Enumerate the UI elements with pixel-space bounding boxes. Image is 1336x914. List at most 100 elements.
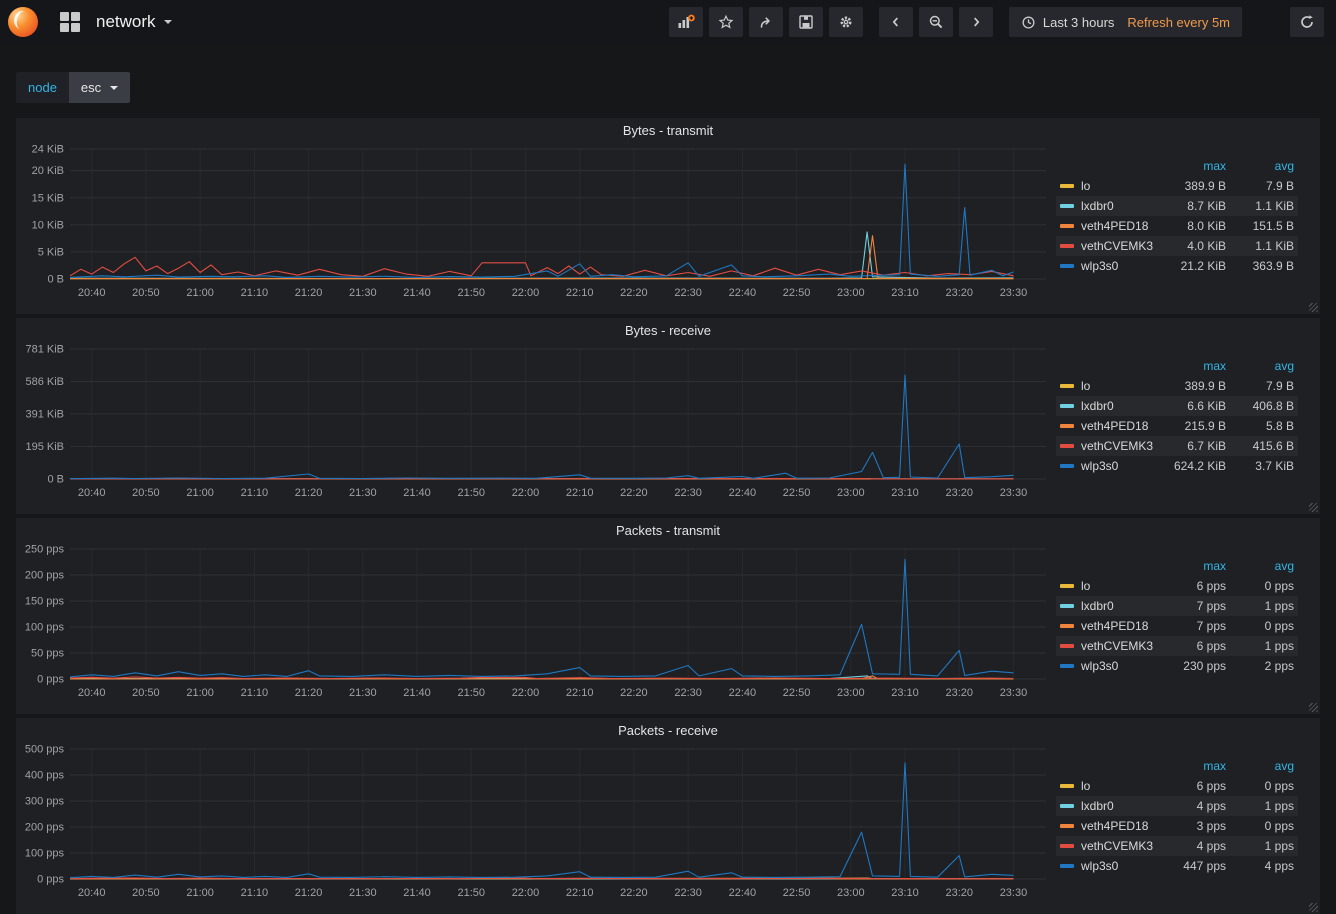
legend-row-lxdbr0[interactable]: lxdbr0 8.7 KiB 1.1 KiB	[1056, 196, 1298, 216]
legend-row-vethCVEMK3[interactable]: vethCVEMK3 4 pps 1 pps	[1056, 836, 1298, 856]
zoom-out-button[interactable]	[918, 7, 953, 37]
legend-sort-max[interactable]: max	[1203, 759, 1226, 773]
series-max-value: 389.9 B	[1184, 379, 1226, 393]
legend-row-lo[interactable]: lo 389.9 B 7.9 B	[1056, 376, 1298, 396]
series-name: wlp3s0	[1081, 459, 1119, 473]
svg-text:21:10: 21:10	[241, 287, 269, 299]
series-color-icon	[1060, 204, 1074, 208]
svg-text:21:30: 21:30	[349, 887, 377, 899]
legend-sort-max[interactable]: max	[1203, 559, 1226, 573]
variable-value-dropdown[interactable]: esc	[68, 72, 131, 103]
legend-row-veth4PED18[interactable]: veth4PED18 215.9 B 5.8 B	[1056, 416, 1298, 436]
series-name: wlp3s0	[1081, 259, 1119, 273]
save-button[interactable]	[788, 7, 823, 37]
time-shift-back-button[interactable]	[878, 7, 913, 37]
svg-text:21:50: 21:50	[457, 287, 485, 299]
series-avg-value: 1 pps	[1264, 599, 1294, 613]
legend-row-wlp3s0[interactable]: wlp3s0 230 pps 2 pps	[1056, 656, 1298, 676]
legend-sort-avg[interactable]: avg	[1274, 359, 1294, 373]
legend-sort-max[interactable]: max	[1203, 359, 1226, 373]
legend-row-veth4PED18[interactable]: veth4PED18 7 pps 0 pps	[1056, 616, 1298, 636]
legend-row-vethCVEMK3[interactable]: vethCVEMK3 6.7 KiB 415.6 B	[1056, 436, 1298, 456]
svg-text:0 B: 0 B	[47, 474, 64, 486]
svg-text:20 KiB: 20 KiB	[32, 165, 64, 177]
series-color-icon	[1060, 224, 1074, 228]
svg-text:21:50: 21:50	[457, 487, 485, 499]
series-name: veth4PED18	[1081, 219, 1149, 233]
svg-text:50 pps: 50 pps	[31, 648, 65, 660]
panel-resize-handle[interactable]	[1309, 703, 1318, 712]
legend-row-wlp3s0[interactable]: wlp3s0 447 pps 4 pps	[1056, 856, 1298, 876]
svg-text:21:30: 21:30	[349, 487, 377, 499]
svg-text:195 KiB: 195 KiB	[25, 441, 64, 453]
series-name: lxdbr0	[1081, 199, 1114, 213]
legend-row-wlp3s0[interactable]: wlp3s0 21.2 KiB 363.9 B	[1056, 256, 1298, 276]
series-avg-value: 0 pps	[1264, 819, 1294, 833]
series-max-value: 230 pps	[1183, 659, 1226, 673]
refresh-button[interactable]	[1290, 7, 1324, 37]
svg-text:21:10: 21:10	[241, 887, 269, 899]
panel-title[interactable]: Bytes - receive	[625, 323, 711, 338]
series-name: veth4PED18	[1081, 619, 1149, 633]
add-panel-button[interactable]	[668, 7, 703, 37]
legend-row-lo[interactable]: lo 6 pps 0 pps	[1056, 776, 1298, 796]
svg-text:24 KiB: 24 KiB	[32, 144, 64, 156]
legend-row-vethCVEMK3[interactable]: vethCVEMK3 4.0 KiB 1.1 KiB	[1056, 236, 1298, 256]
timeseries-chart[interactable]: 20:40 20:50 21:00 21:10 21:20 21:30 21:40 21:50…	[20, 544, 1050, 708]
series-avg-value: 0 pps	[1264, 579, 1294, 593]
legend-row-wlp3s0[interactable]: wlp3s0 624.2 KiB 3.7 KiB	[1056, 456, 1298, 476]
svg-text:300 pps: 300 pps	[25, 796, 65, 808]
svg-text:23:10: 23:10	[891, 487, 919, 499]
series-max-value: 6.6 KiB	[1187, 399, 1226, 413]
legend-row-lo[interactable]: lo 6 pps 0 pps	[1056, 576, 1298, 596]
legend-row-lo[interactable]: lo 389.9 B 7.9 B	[1056, 176, 1298, 196]
panel-resize-handle[interactable]	[1309, 303, 1318, 312]
legend-sort-max[interactable]: max	[1203, 159, 1226, 173]
legend-row-lxdbr0[interactable]: lxdbr0 7 pps 1 pps	[1056, 596, 1298, 616]
refresh-interval-link[interactable]: Refresh every 5m	[1127, 14, 1230, 30]
panel-title[interactable]: Packets - transmit	[615, 523, 721, 538]
grafana-logo-icon[interactable]	[8, 7, 38, 37]
svg-text:10 KiB: 10 KiB	[32, 219, 64, 231]
legend-sort-avg[interactable]: avg	[1274, 559, 1294, 573]
series-avg-value: 1.1 KiB	[1255, 199, 1294, 213]
legend-row-veth4PED18[interactable]: veth4PED18 3 pps 0 pps	[1056, 816, 1298, 836]
apps-grid-icon[interactable]	[60, 12, 80, 32]
legend-row-lxdbr0[interactable]: lxdbr0 4 pps 1 pps	[1056, 796, 1298, 816]
settings-button[interactable]	[828, 7, 863, 37]
legend-header: max avg	[1056, 556, 1298, 576]
time-picker-button[interactable]: Last 3 hours Refresh every 5m	[1008, 7, 1242, 37]
timeseries-chart[interactable]: 20:40 20:50 21:00 21:10 21:20 21:30 21:40 21:50…	[20, 344, 1050, 508]
legend-sort-avg[interactable]: avg	[1274, 759, 1294, 773]
panel-resize-handle[interactable]	[1309, 903, 1318, 912]
legend-row-lxdbr0[interactable]: lxdbr0 6.6 KiB 406.8 B	[1056, 396, 1298, 416]
legend-row-veth4PED18[interactable]: veth4PED18 8.0 KiB 151.5 B	[1056, 216, 1298, 236]
svg-text:20:40: 20:40	[78, 287, 106, 299]
svg-text:21:00: 21:00	[186, 287, 214, 299]
svg-text:22:50: 22:50	[783, 887, 811, 899]
svg-text:23:20: 23:20	[945, 887, 973, 899]
series-name: wlp3s0	[1081, 859, 1119, 873]
series-avg-value: 3.7 KiB	[1255, 459, 1294, 473]
share-button[interactable]	[748, 7, 783, 37]
series-name: lo	[1081, 579, 1091, 593]
series-max-value: 6.7 KiB	[1187, 439, 1226, 453]
legend-sort-avg[interactable]: avg	[1274, 159, 1294, 173]
panel-title[interactable]: Bytes - transmit	[622, 123, 714, 138]
series-max-value: 8.0 KiB	[1187, 219, 1226, 233]
svg-text:21:00: 21:00	[186, 687, 214, 699]
svg-text:200 pps: 200 pps	[25, 822, 65, 834]
svg-text:0 pps: 0 pps	[37, 874, 64, 886]
panel-title[interactable]: Packets - receive	[618, 723, 718, 738]
svg-text:22:20: 22:20	[620, 687, 648, 699]
timeseries-chart[interactable]: 20:40 20:50 21:00 21:10 21:20 21:30 21:40 21:50…	[20, 744, 1050, 908]
svg-text:22:00: 22:00	[512, 887, 540, 899]
legend-row-vethCVEMK3[interactable]: vethCVEMK3 6 pps 1 pps	[1056, 636, 1298, 656]
dashboard-title-dropdown[interactable]: network	[96, 12, 172, 32]
panel-resize-handle[interactable]	[1309, 503, 1318, 512]
time-shift-forward-button[interactable]	[958, 7, 993, 37]
series-color-icon	[1060, 844, 1074, 848]
star-button[interactable]	[708, 7, 743, 37]
svg-text:586 KiB: 586 KiB	[25, 376, 64, 388]
timeseries-chart[interactable]: 20:40 20:50 21:00 21:10 21:20 21:30 21:40 21:50…	[20, 144, 1050, 308]
